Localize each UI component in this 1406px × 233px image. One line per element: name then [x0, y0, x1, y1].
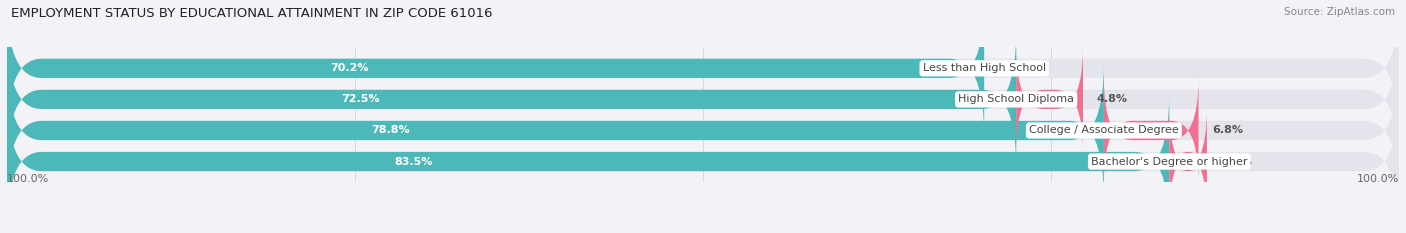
- FancyBboxPatch shape: [7, 31, 1017, 168]
- Text: 70.2%: 70.2%: [330, 63, 368, 73]
- FancyBboxPatch shape: [7, 0, 984, 136]
- Text: 72.5%: 72.5%: [342, 94, 380, 104]
- Text: 4.8%: 4.8%: [1097, 94, 1128, 104]
- FancyBboxPatch shape: [7, 0, 1399, 136]
- Text: High School Diploma: High School Diploma: [957, 94, 1074, 104]
- Text: Less than High School: Less than High School: [922, 63, 1046, 73]
- Text: 100.0%: 100.0%: [7, 174, 49, 184]
- FancyBboxPatch shape: [7, 62, 1399, 199]
- FancyBboxPatch shape: [7, 31, 1399, 168]
- Text: 0.0%: 0.0%: [998, 63, 1029, 73]
- Text: College / Associate Degree: College / Associate Degree: [1029, 126, 1178, 135]
- Text: 6.8%: 6.8%: [1212, 126, 1243, 135]
- Text: 78.8%: 78.8%: [371, 126, 411, 135]
- Text: Bachelor's Degree or higher: Bachelor's Degree or higher: [1091, 157, 1247, 167]
- FancyBboxPatch shape: [1104, 78, 1198, 183]
- FancyBboxPatch shape: [1017, 47, 1083, 152]
- Text: 2.7%: 2.7%: [1220, 157, 1251, 167]
- FancyBboxPatch shape: [7, 93, 1170, 230]
- Text: 83.5%: 83.5%: [395, 157, 433, 167]
- FancyBboxPatch shape: [7, 62, 1104, 199]
- FancyBboxPatch shape: [1170, 109, 1206, 214]
- Text: Source: ZipAtlas.com: Source: ZipAtlas.com: [1284, 7, 1395, 17]
- FancyBboxPatch shape: [7, 93, 1399, 230]
- Text: EMPLOYMENT STATUS BY EDUCATIONAL ATTAINMENT IN ZIP CODE 61016: EMPLOYMENT STATUS BY EDUCATIONAL ATTAINM…: [11, 7, 492, 20]
- Text: 100.0%: 100.0%: [1357, 174, 1399, 184]
